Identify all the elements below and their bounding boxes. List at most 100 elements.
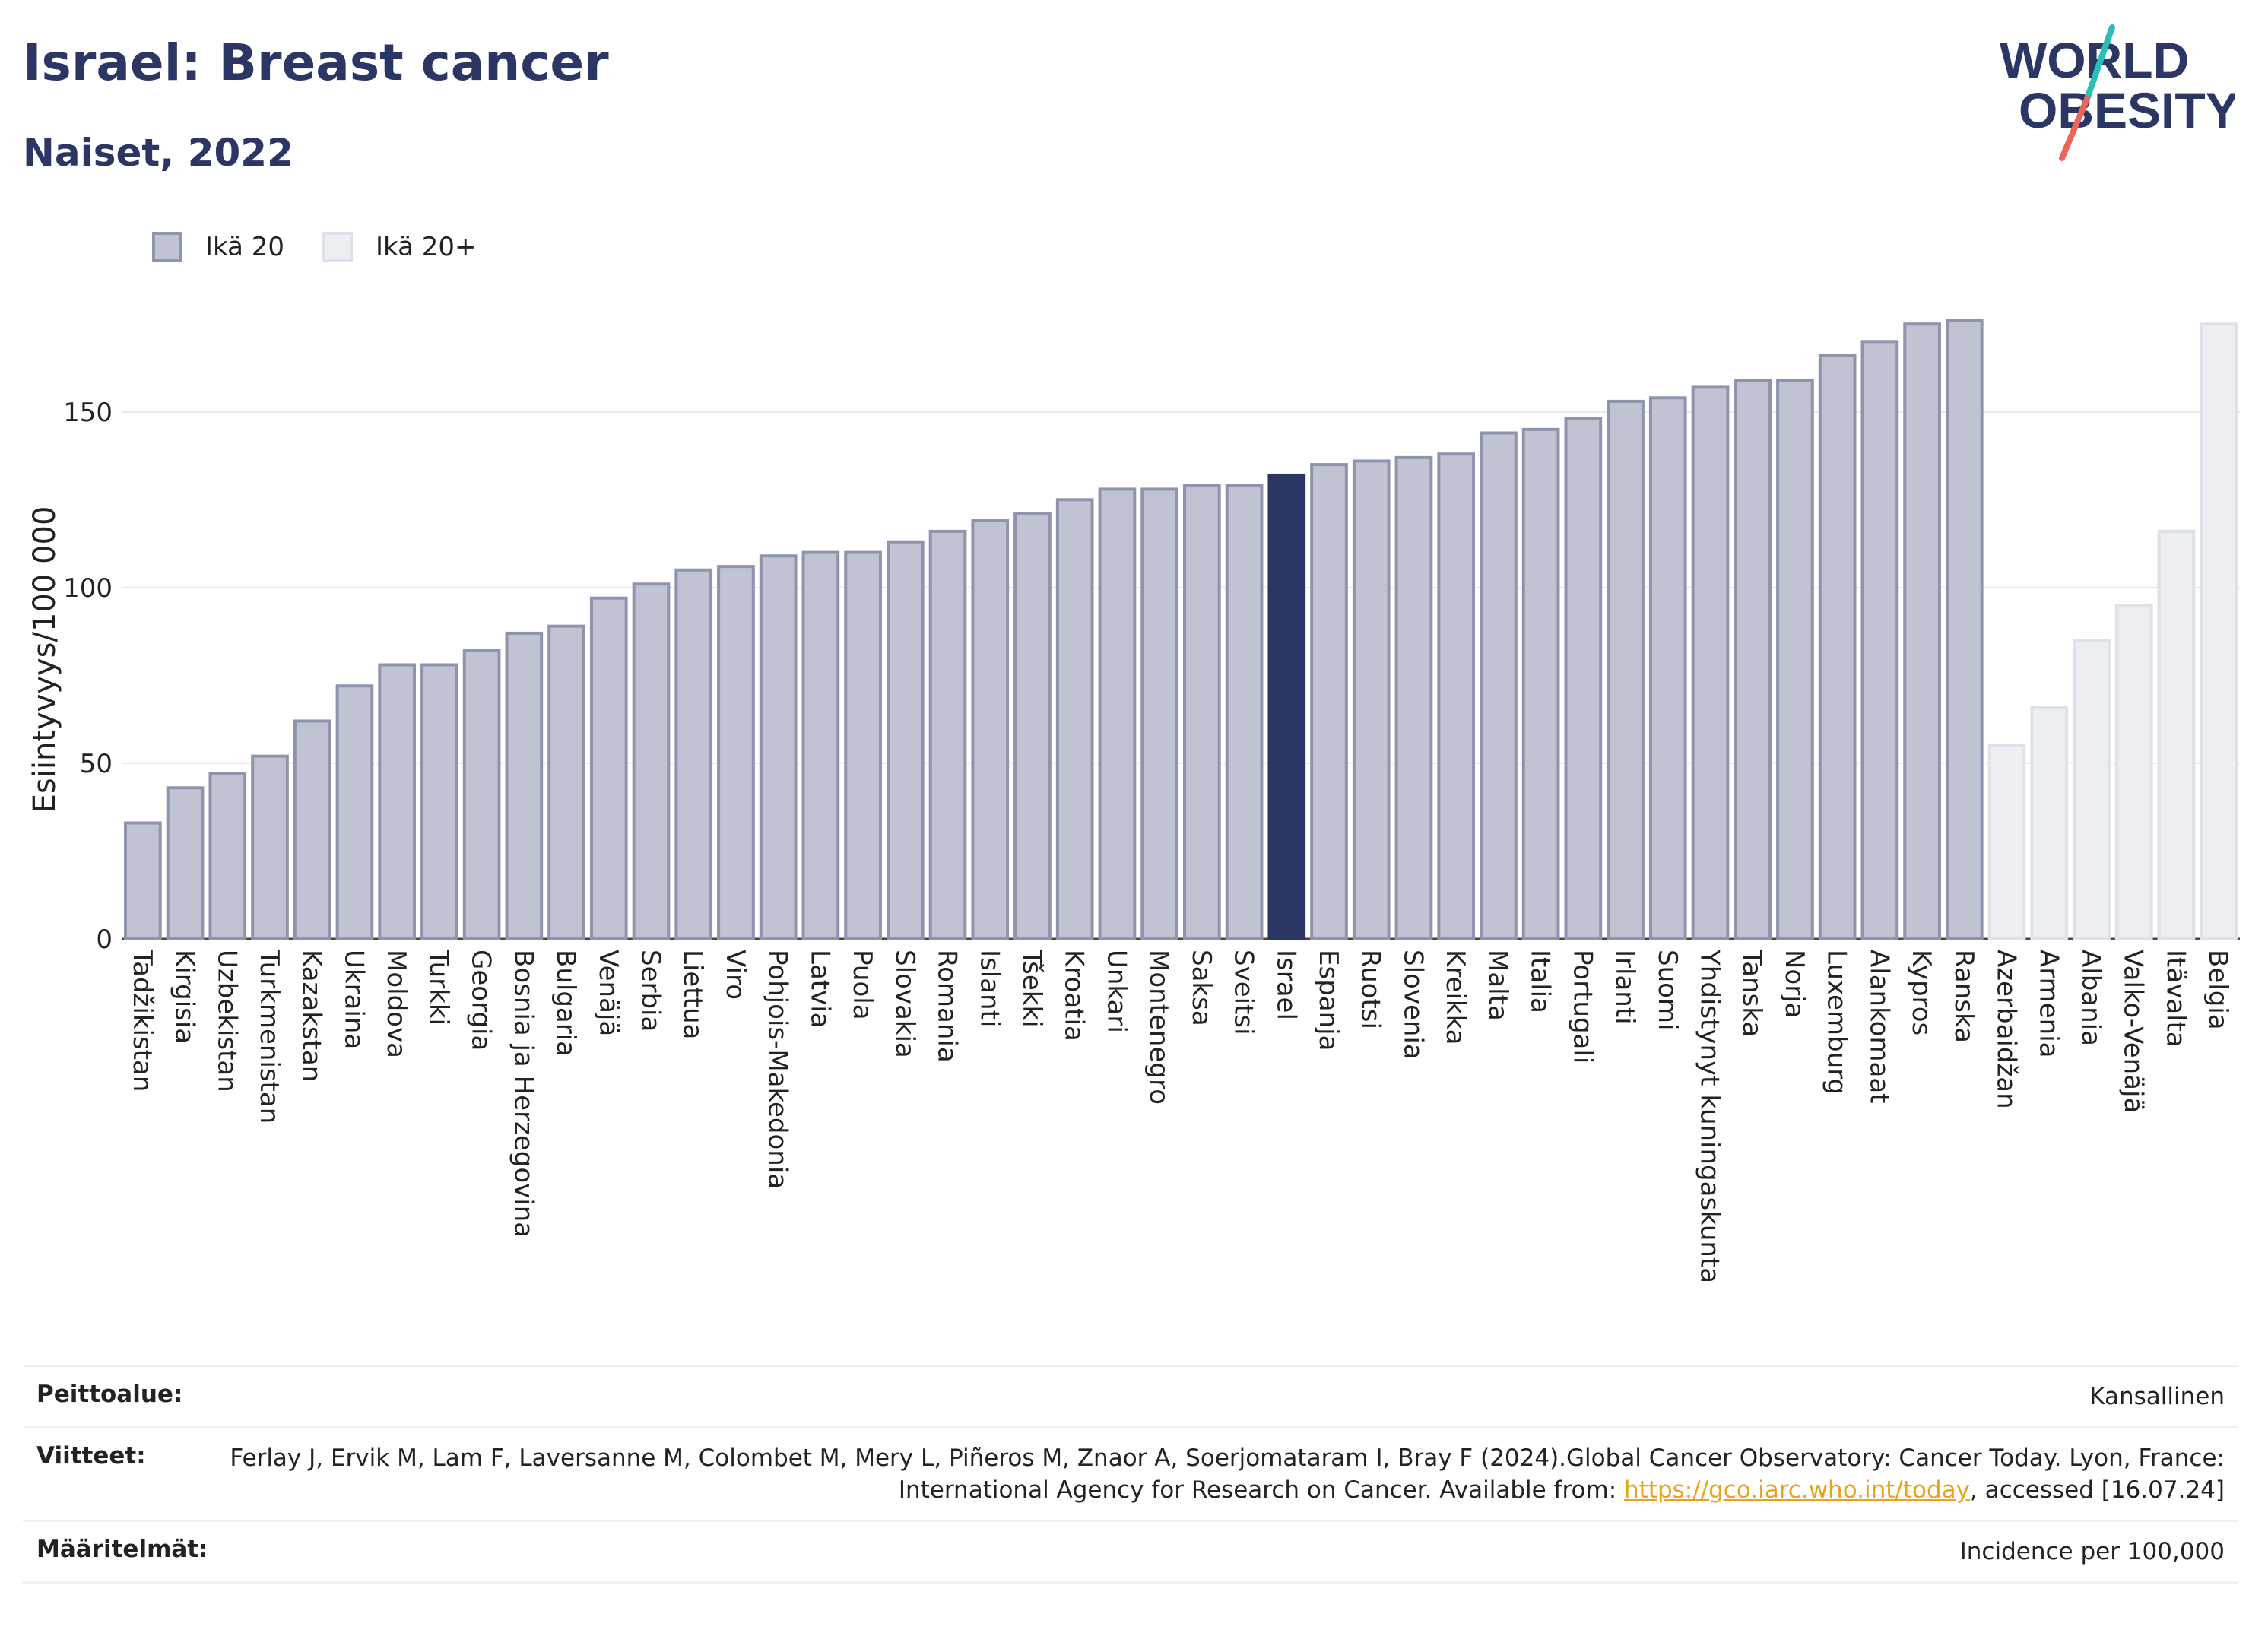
y-tick-label: 0	[96, 924, 113, 955]
bar-pohjois-makedonia[interactable]	[759, 554, 798, 940]
bar-tšekki[interactable]	[1013, 512, 1052, 940]
bar-puola[interactable]	[844, 550, 882, 940]
info-row-coverage: Peittoalue: Kansallinen	[23, 1365, 2238, 1426]
references-accessed: , accessed [16.07.24]	[1969, 1476, 2225, 1504]
bar-ruotsi[interactable]	[1352, 459, 1391, 940]
bar-irlanti[interactable]	[1607, 399, 1645, 940]
logo-slash-coral	[2059, 96, 2090, 161]
bar-norja[interactable]	[1776, 379, 1814, 940]
bar-alankomaat[interactable]	[1860, 340, 1899, 940]
y-tick-label: 50	[80, 749, 113, 779]
x-tick-label: Itävalta	[2160, 950, 2190, 1048]
references-value: Ferlay J, Ervik M, Lam F, Laversanne M, …	[176, 1442, 2225, 1506]
info-row-definitions: Määritelmät: Incidence per 100,000	[23, 1520, 2238, 1584]
bar-kazakstan[interactable]	[293, 719, 331, 940]
x-tick-label: Bulgaria	[550, 950, 581, 1057]
x-tick-label: Liettua	[677, 950, 708, 1039]
x-tick-label: Georgia	[466, 950, 496, 1051]
x-tick-label: Luxemburg	[1822, 950, 1852, 1095]
x-tick-label: Venäjä	[593, 950, 623, 1036]
x-tick-label: Slovakia	[890, 950, 920, 1058]
bar-valko-venäjä[interactable]	[2114, 603, 2153, 940]
y-tick-labels: 0 50 100 150	[63, 398, 113, 955]
bar-liettua[interactable]	[674, 568, 713, 940]
bar-kirgisia[interactable]	[166, 786, 205, 940]
bar-latvia[interactable]	[801, 550, 840, 940]
bar-montenegro[interactable]	[1140, 487, 1178, 940]
logo-word-obesity: OBESITY	[2019, 82, 2235, 138]
bar-bulgaria[interactable]	[547, 624, 585, 940]
bar-kroatia[interactable]	[1055, 498, 1094, 940]
bar-armenia[interactable]	[2030, 705, 2069, 940]
y-tick-label: 100	[63, 573, 113, 604]
x-tick-label: Irlanti	[1610, 950, 1640, 1025]
bar-albania[interactable]	[2073, 639, 2111, 940]
bar-moldova[interactable]	[378, 663, 417, 940]
x-tick-label: Turkmenistan	[254, 949, 284, 1124]
bar-kreikka[interactable]	[1437, 452, 1476, 941]
bar-saksa[interactable]	[1183, 484, 1221, 941]
bar-kypros[interactable]	[1903, 322, 1941, 941]
x-tick-label: Kreikka	[1440, 950, 1470, 1045]
bar-venäjä[interactable]	[589, 596, 628, 940]
bar-ukraina[interactable]	[335, 684, 374, 940]
x-tick-label: Slovenia	[1397, 950, 1428, 1060]
x-tick-label: Tadžikistan	[127, 949, 157, 1092]
logo-slash-teal	[2084, 24, 2115, 102]
bar-portugali[interactable]	[1564, 417, 1603, 940]
legend-swatch-age20plus	[322, 232, 354, 262]
legend-item-age20[interactable]: Ikä 20	[152, 232, 284, 262]
info-row-references: Viitteet: Ferlay J, Ervik M, Lam F, Lave…	[23, 1426, 2238, 1520]
bar-unkari[interactable]	[1098, 487, 1137, 940]
bar-tadžikistan[interactable]	[124, 821, 162, 941]
y-tick-label: 150	[63, 398, 113, 428]
x-tick-label: Pohjois-Makedonia	[763, 950, 793, 1189]
x-tick-label: Uzbekistan	[211, 950, 242, 1092]
bar-slovenia[interactable]	[1394, 455, 1433, 941]
x-tick-label: Puola	[847, 950, 877, 1020]
x-tick-label: Israel	[1270, 950, 1301, 1020]
bar-yhdistynyt-kuningaskunta[interactable]	[1691, 385, 1730, 941]
bar-romania[interactable]	[928, 529, 967, 940]
legend-swatch-age20	[152, 232, 182, 262]
bar-italia[interactable]	[1521, 427, 1560, 940]
x-tick-label: Italia	[1525, 950, 1556, 1013]
x-tick-label: Moldova	[381, 950, 411, 1058]
references-link[interactable]: https://gco.iarc.who.int/today	[1624, 1476, 1970, 1504]
bar-georgia[interactable]	[462, 649, 501, 940]
bar-azerbaidžan[interactable]	[1987, 744, 2026, 940]
x-tick-label: Belgia	[2203, 950, 2233, 1030]
bar-luxemburg[interactable]	[1818, 354, 1857, 941]
x-tick-label: Latvia	[804, 950, 835, 1029]
x-tick-label: Yhdistynyt kuningaskunta	[1695, 949, 1725, 1283]
bar-viro[interactable]	[717, 565, 755, 940]
bar-suomi[interactable]	[1648, 396, 1687, 940]
legend-item-age20plus[interactable]: Ikä 20+	[322, 232, 477, 262]
coverage-label: Peittoalue:	[36, 1381, 183, 1408]
x-tick-labels: Tadžikistan Kirgisia Uzbekistan Turkmenista…	[127, 949, 2233, 1283]
bar-turkmenistan[interactable]	[251, 754, 289, 940]
definitions-label: Määritelmät:	[36, 1536, 208, 1563]
bar-israel[interactable]	[1267, 473, 1306, 941]
x-tick-label: Bosnia ja Herzegovina	[508, 950, 538, 1238]
bar-slovakia[interactable]	[886, 540, 925, 940]
bar-malta[interactable]	[1480, 431, 1518, 940]
bar-itävalta[interactable]	[2157, 529, 2196, 940]
legend-label-age20plus: Ikä 20+	[376, 232, 477, 262]
bar-islanti[interactable]	[971, 519, 1010, 940]
bar-espanja[interactable]	[1310, 463, 1348, 941]
bar-tanska[interactable]	[1734, 379, 1772, 940]
bar-ranska[interactable]	[1945, 319, 1984, 940]
bar-belgia[interactable]	[2200, 322, 2238, 941]
x-tick-label: Espanja	[1313, 950, 1343, 1051]
x-tick-label: Valko-Venäjä	[2118, 950, 2149, 1113]
x-tick-label: Unkari	[1101, 950, 1131, 1033]
bar-serbia[interactable]	[632, 582, 671, 940]
legend-label-age20: Ikä 20	[205, 232, 285, 262]
bar-turkki[interactable]	[420, 663, 458, 940]
bar-sveitsi[interactable]	[1225, 484, 1264, 941]
references-label: Viitteet:	[36, 1442, 146, 1470]
bar-uzbekistan[interactable]	[208, 772, 247, 941]
bar-bosnia-ja-herzegovina[interactable]	[505, 631, 544, 940]
x-tick-label: Turkki	[423, 949, 454, 1026]
